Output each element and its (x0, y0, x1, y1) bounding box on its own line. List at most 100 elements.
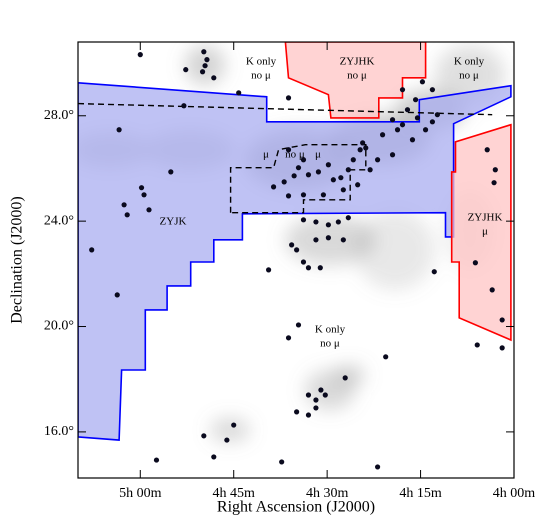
star (325, 235, 331, 241)
star (429, 87, 436, 93)
star (422, 127, 429, 133)
star (236, 90, 242, 96)
y-tick-label: 24.0° (44, 213, 74, 228)
star (360, 140, 366, 146)
x-tick-label: 4h 30m (306, 486, 349, 501)
y-tick-label: 16.0° (44, 424, 74, 439)
star (335, 219, 341, 225)
region-annotation: K only (315, 324, 346, 336)
star (472, 260, 478, 266)
star (146, 207, 152, 213)
star (399, 87, 406, 93)
star (291, 173, 297, 179)
star (300, 259, 307, 265)
star (285, 193, 292, 199)
star (116, 127, 122, 133)
star (357, 147, 363, 153)
region-annotation: no μ (347, 70, 367, 82)
star (491, 180, 497, 186)
star (295, 322, 302, 328)
star (285, 95, 292, 101)
star (345, 167, 351, 173)
star (325, 222, 331, 228)
star (338, 175, 344, 181)
star (318, 387, 324, 393)
star (313, 219, 319, 225)
star (141, 192, 147, 198)
x-tick-label: 4h 15m (399, 486, 442, 501)
region-annotation: μ (482, 226, 488, 238)
star (285, 335, 292, 341)
star (419, 79, 426, 85)
star (374, 464, 381, 470)
star (313, 237, 319, 243)
star (340, 187, 346, 193)
star (374, 157, 381, 163)
star (281, 179, 287, 185)
star (201, 433, 207, 439)
star (265, 267, 272, 273)
star (168, 169, 174, 175)
star (367, 167, 373, 173)
star (342, 375, 348, 381)
star (305, 392, 312, 398)
star (114, 292, 120, 298)
star (211, 454, 217, 460)
star (231, 422, 237, 428)
dashed-boundary (78, 102, 493, 116)
y-axis-label: Declination (J2000) (9, 196, 26, 324)
star (183, 67, 189, 73)
star (270, 184, 277, 190)
region-annotation: K only (246, 56, 277, 68)
star (340, 237, 346, 243)
star (124, 212, 130, 218)
star (295, 165, 302, 171)
star (199, 69, 206, 75)
survey-region (450, 123, 512, 342)
star (204, 57, 210, 63)
star (404, 107, 411, 113)
star (345, 215, 351, 221)
star (322, 392, 328, 398)
star (294, 409, 300, 415)
region-annotation: μ (263, 149, 269, 161)
star (355, 182, 361, 188)
star (484, 147, 490, 153)
star (300, 217, 307, 223)
star (399, 122, 406, 128)
star (412, 97, 419, 103)
star (409, 137, 416, 143)
star (181, 103, 187, 109)
region-annotation: no μ (251, 70, 271, 82)
star (434, 112, 440, 118)
region-annotation: ZYJHK (340, 56, 375, 68)
star (224, 437, 230, 443)
region-annotation: μ (315, 149, 321, 161)
star (300, 192, 307, 198)
star (492, 167, 498, 173)
star (121, 202, 127, 208)
star (320, 192, 327, 198)
star (389, 117, 396, 123)
star (305, 172, 312, 178)
survey-region (78, 81, 512, 441)
star (499, 345, 505, 351)
star (499, 317, 505, 323)
star (201, 49, 207, 55)
x-tick-label: 4h 00m (493, 486, 536, 501)
star (350, 157, 356, 163)
star (363, 145, 369, 151)
region-annotation: K only (454, 56, 485, 68)
star (325, 162, 331, 168)
plot-area (78, 42, 512, 470)
x-tick-label: 5h 00m (119, 486, 162, 501)
star (429, 119, 436, 125)
star (489, 287, 495, 293)
star (285, 147, 292, 153)
star (138, 185, 145, 191)
star (474, 342, 480, 348)
star (315, 169, 322, 175)
y-tick-label: 20.0° (44, 319, 74, 334)
star (305, 412, 312, 418)
